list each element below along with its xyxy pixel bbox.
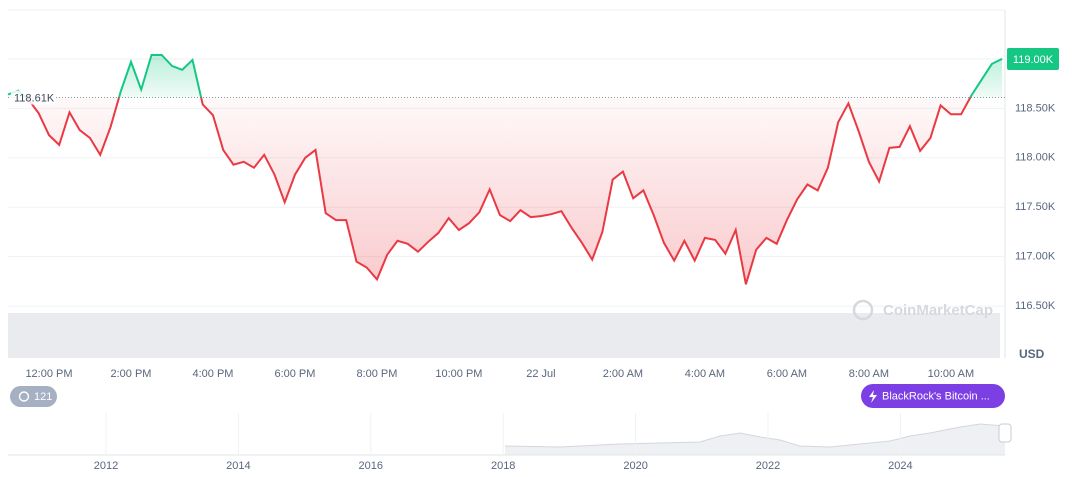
notes-count: 121 xyxy=(34,391,52,403)
y-axis-unit: USD xyxy=(1019,347,1045,361)
current-price-tag xyxy=(1007,47,1059,70)
watermark: CoinMarketCap xyxy=(883,302,993,319)
x-tick-label: 6:00 AM xyxy=(767,368,807,380)
volume xyxy=(8,313,1000,358)
y-tick-label: 117.00K xyxy=(1015,251,1056,263)
event-badge[interactable] xyxy=(861,384,1005,408)
watermark-logo xyxy=(852,299,874,321)
navigator-year: 2020 xyxy=(623,460,647,472)
x-tick-label: 2:00 AM xyxy=(603,368,643,380)
y-tick-label: 116.50K xyxy=(1015,300,1056,312)
clock-icon xyxy=(18,391,30,402)
navigator-year: 2014 xyxy=(226,460,250,472)
y-tick-label: 117.50K xyxy=(1015,201,1056,213)
x-tick-label: 10:00 AM xyxy=(928,368,974,380)
y-tick-label: 118.00K xyxy=(1015,152,1056,164)
current-price-label: 119.00K xyxy=(1013,54,1054,66)
navigator-year: 2016 xyxy=(359,460,383,472)
navigator-year: 2018 xyxy=(491,460,515,472)
area-down xyxy=(26,97,971,285)
x-tick-label: 4:00 PM xyxy=(192,368,233,380)
notes-badge[interactable] xyxy=(10,386,57,407)
navigator-year: 2024 xyxy=(888,460,912,472)
x-tick-label: 4:00 AM xyxy=(685,368,725,380)
x-tick-label: 10:00 PM xyxy=(435,368,482,380)
navigator xyxy=(8,413,1012,456)
navigator-year: 2022 xyxy=(756,460,780,472)
event-label: BlackRock's Bitcoin ... xyxy=(882,390,990,402)
y-tick-label: 118.50K xyxy=(1015,102,1056,114)
x-tick-label: 8:00 AM xyxy=(849,368,889,380)
x-tick-label: 6:00 PM xyxy=(274,368,315,380)
x-tick-label: 2:00 PM xyxy=(111,368,152,380)
navigator-area xyxy=(505,424,1005,455)
plot xyxy=(7,54,1005,307)
baseline-label: 118.61K xyxy=(14,92,55,104)
navigator-handle[interactable] xyxy=(998,423,1012,443)
price-line-up xyxy=(7,54,1003,98)
x-tick-label: 12:00 PM xyxy=(25,368,72,380)
price-line-down xyxy=(24,97,972,285)
navigator-line xyxy=(504,423,1006,448)
x-tick-label: 8:00 PM xyxy=(356,368,397,380)
x-tick-label: 22 Jul xyxy=(526,368,555,380)
navigator-year: 2012 xyxy=(94,460,118,472)
bolt-icon xyxy=(869,390,877,403)
baseline-label-bg xyxy=(11,90,55,105)
